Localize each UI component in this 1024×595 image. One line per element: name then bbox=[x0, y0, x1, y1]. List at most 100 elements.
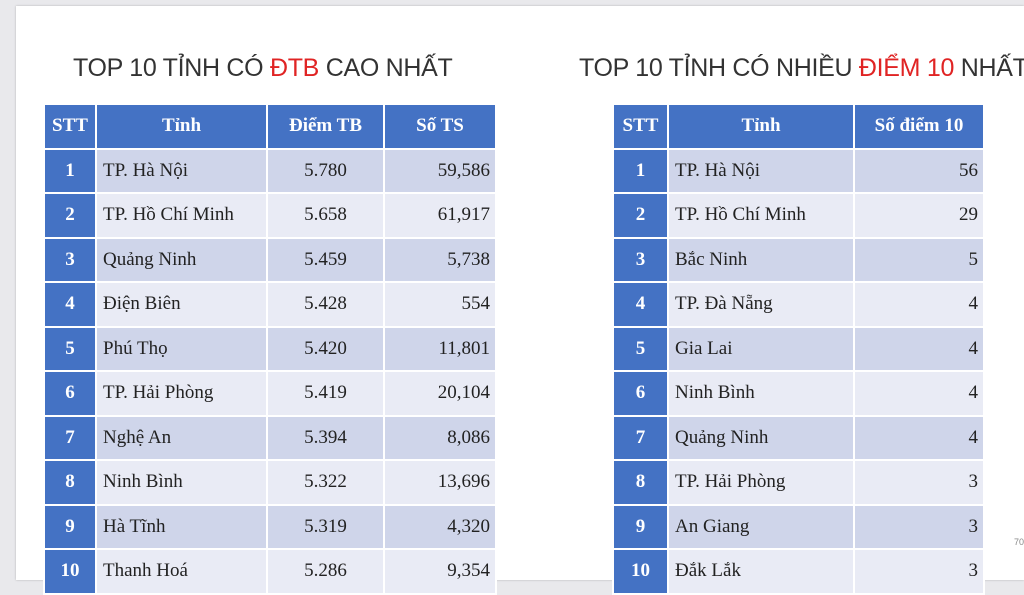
candidate-count-cell: 4,320 bbox=[383, 503, 497, 550]
perfect-score-count-cell: 29 bbox=[853, 192, 985, 239]
rank-cell: 9 bbox=[612, 503, 669, 550]
province-cell: Thanh Hoá bbox=[95, 548, 268, 595]
province-cell: Quảng Ninh bbox=[95, 236, 268, 283]
rank-cell: 10 bbox=[612, 548, 669, 595]
right-table-title: TOP 10 TỈNH CÓ NHIỀU ĐIỂM 10 NHẤT bbox=[579, 54, 1024, 83]
province-cell: Đắk Lắk bbox=[667, 548, 855, 595]
table-row: 2 TP. Hồ Chí Minh 5.658 61,917 bbox=[43, 192, 497, 239]
perfect-score-count-cell: 4 bbox=[853, 325, 985, 372]
perfect-score-count-cell: 4 bbox=[853, 281, 985, 328]
province-cell: Ninh Bình bbox=[667, 370, 855, 417]
avg-score-cell: 5.394 bbox=[266, 414, 385, 461]
table-row: 8 TP. Hải Phòng 3 bbox=[612, 459, 985, 506]
candidate-count-cell: 554 bbox=[383, 281, 497, 328]
candidate-count-cell: 9,354 bbox=[383, 548, 497, 595]
rank-cell: 6 bbox=[612, 370, 669, 417]
candidate-count-cell: 8,086 bbox=[383, 414, 497, 461]
table-row: 7 Nghệ An 5.394 8,086 bbox=[43, 414, 497, 461]
province-cell: TP. Hồ Chí Minh bbox=[667, 192, 855, 239]
rank-cell: 4 bbox=[43, 281, 97, 328]
header-stt: STT bbox=[612, 103, 669, 150]
province-cell: TP. Hải Phòng bbox=[667, 459, 855, 506]
table-row: 6 TP. Hải Phòng 5.419 20,104 bbox=[43, 370, 497, 417]
top-perfect-score-table: STT Tỉnh Số điểm 10 1 TP. Hà Nội 56 2 TP. Hồ… bbox=[612, 103, 985, 595]
header-perfect-score-count: Số điểm 10 bbox=[853, 103, 985, 150]
left-title-prefix: TOP 10 TỈNH CÓ bbox=[73, 54, 270, 82]
rank-cell: 7 bbox=[43, 414, 97, 461]
province-cell: TP. Hà Nội bbox=[667, 147, 855, 194]
avg-score-cell: 5.286 bbox=[266, 548, 385, 595]
rank-cell: 5 bbox=[612, 325, 669, 372]
table-row: 4 Điện Biên 5.428 554 bbox=[43, 281, 497, 328]
table-row: 5 Phú Thọ 5.420 11,801 bbox=[43, 325, 497, 372]
table-row: 3 Bắc Ninh 5 bbox=[612, 236, 985, 283]
rank-cell: 1 bbox=[612, 147, 669, 194]
rank-cell: 2 bbox=[43, 192, 97, 239]
perfect-score-count-cell: 56 bbox=[853, 147, 985, 194]
province-cell: Quảng Ninh bbox=[667, 414, 855, 461]
candidate-count-cell: 20,104 bbox=[383, 370, 497, 417]
table-row: 9 Hà Tĩnh 5.319 4,320 bbox=[43, 503, 497, 550]
candidate-count-cell: 5,738 bbox=[383, 236, 497, 283]
perfect-score-count-cell: 3 bbox=[853, 459, 985, 506]
left-table-title: TOP 10 TỈNH CÓ ĐTB CAO NHẤT bbox=[73, 54, 453, 83]
avg-score-cell: 5.428 bbox=[266, 281, 385, 328]
header-province: Tỉnh bbox=[95, 103, 268, 150]
right-title-prefix: TOP 10 TỈNH CÓ NHIỀU bbox=[579, 54, 859, 82]
province-cell: Hà Tĩnh bbox=[95, 503, 268, 550]
candidate-count-cell: 11,801 bbox=[383, 325, 497, 372]
table-row: 10 Đắk Lắk 3 bbox=[612, 548, 985, 595]
left-title-highlight: ĐTB bbox=[269, 54, 320, 82]
candidate-count-cell: 61,917 bbox=[383, 192, 497, 239]
table-header-row: STT Tỉnh Số điểm 10 bbox=[612, 103, 985, 150]
avg-score-cell: 5.420 bbox=[266, 325, 385, 372]
table-row: 5 Gia Lai 4 bbox=[612, 325, 985, 372]
province-cell: Gia Lai bbox=[667, 325, 855, 372]
rank-cell: 8 bbox=[612, 459, 669, 506]
candidate-count-cell: 13,696 bbox=[383, 459, 497, 506]
avg-score-cell: 5.322 bbox=[266, 459, 385, 506]
province-cell: TP. Hà Nội bbox=[95, 147, 268, 194]
rank-cell: 7 bbox=[612, 414, 669, 461]
right-title-highlight: ĐIỂM 10 bbox=[858, 54, 955, 82]
candidate-count-cell: 59,586 bbox=[383, 147, 497, 194]
province-cell: TP. Hải Phòng bbox=[95, 370, 268, 417]
table-row: 1 TP. Hà Nội 56 bbox=[612, 147, 985, 194]
rank-cell: 5 bbox=[43, 325, 97, 372]
perfect-score-count-cell: 3 bbox=[853, 503, 985, 550]
rank-cell: 6 bbox=[43, 370, 97, 417]
perfect-score-count-cell: 4 bbox=[853, 414, 985, 461]
page-number: 70 bbox=[1013, 537, 1024, 547]
avg-score-cell: 5.459 bbox=[266, 236, 385, 283]
province-cell: Ninh Bình bbox=[95, 459, 268, 506]
top-avg-score-table: STT Tỉnh Điểm TB Số TS 1 TP. Hà Nội 5.780 5… bbox=[43, 103, 497, 595]
table-row: 10 Thanh Hoá 5.286 9,354 bbox=[43, 548, 497, 595]
avg-score-cell: 5.419 bbox=[266, 370, 385, 417]
header-province: Tỉnh bbox=[667, 103, 855, 150]
avg-score-cell: 5.658 bbox=[266, 192, 385, 239]
table-row: 4 TP. Đà Nẵng 4 bbox=[612, 281, 985, 328]
header-candidate-count: Số TS bbox=[383, 103, 497, 150]
table-row: 2 TP. Hồ Chí Minh 29 bbox=[612, 192, 985, 239]
rank-cell: 8 bbox=[43, 459, 97, 506]
table-row: 3 Quảng Ninh 5.459 5,738 bbox=[43, 236, 497, 283]
perfect-score-count-cell: 3 bbox=[853, 548, 985, 595]
table-row: 7 Quảng Ninh 4 bbox=[612, 414, 985, 461]
table-row: 6 Ninh Bình 4 bbox=[612, 370, 985, 417]
avg-score-cell: 5.780 bbox=[266, 147, 385, 194]
province-cell: Điện Biên bbox=[95, 281, 268, 328]
province-cell: Bắc Ninh bbox=[667, 236, 855, 283]
rank-cell: 4 bbox=[612, 281, 669, 328]
rank-cell: 2 bbox=[612, 192, 669, 239]
rank-cell: 3 bbox=[612, 236, 669, 283]
rank-cell: 3 bbox=[43, 236, 97, 283]
header-avg-score: Điểm TB bbox=[266, 103, 385, 150]
table-header-row: STT Tỉnh Điểm TB Số TS bbox=[43, 103, 497, 150]
perfect-score-count-cell: 4 bbox=[853, 370, 985, 417]
perfect-score-count-cell: 5 bbox=[853, 236, 985, 283]
avg-score-cell: 5.319 bbox=[266, 503, 385, 550]
right-title-suffix: NHẤT bbox=[954, 54, 1024, 82]
rank-cell: 1 bbox=[43, 147, 97, 194]
rank-cell: 10 bbox=[43, 548, 97, 595]
slide: TOP 10 TỈNH CÓ ĐTB CAO NHẤT TOP 10 TỈNH … bbox=[16, 6, 1024, 595]
